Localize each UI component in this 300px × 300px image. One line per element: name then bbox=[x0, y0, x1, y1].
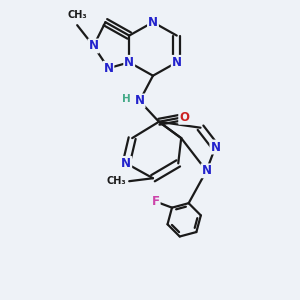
Text: F: F bbox=[152, 195, 160, 208]
Text: H: H bbox=[122, 94, 130, 104]
Text: CH₃: CH₃ bbox=[106, 176, 126, 186]
Text: N: N bbox=[88, 40, 98, 52]
Text: N: N bbox=[148, 16, 158, 29]
Text: O: O bbox=[179, 111, 189, 124]
Text: CH₃: CH₃ bbox=[68, 10, 87, 20]
Text: N: N bbox=[124, 56, 134, 69]
Text: N: N bbox=[210, 140, 220, 154]
Text: N: N bbox=[172, 56, 182, 69]
Text: N: N bbox=[135, 94, 145, 107]
Text: N: N bbox=[103, 62, 113, 75]
Text: N: N bbox=[202, 164, 212, 177]
Text: N: N bbox=[121, 157, 131, 170]
